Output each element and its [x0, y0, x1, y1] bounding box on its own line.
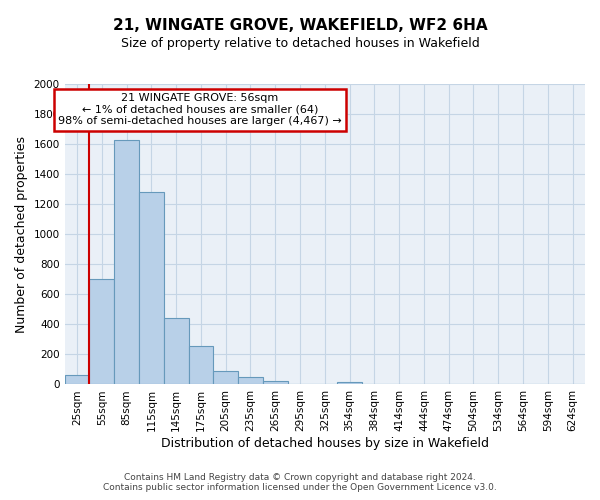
Text: 21 WINGATE GROVE: 56sqm
← 1% of detached houses are smaller (64)
98% of semi-det: 21 WINGATE GROVE: 56sqm ← 1% of detached…	[58, 93, 342, 126]
Bar	[89, 280, 114, 384]
Text: Contains public sector information licensed under the Open Government Licence v3: Contains public sector information licen…	[103, 484, 497, 492]
Bar	[214, 371, 238, 384]
Bar	[263, 380, 287, 384]
Bar	[337, 382, 362, 384]
Bar	[65, 374, 89, 384]
Bar	[114, 140, 139, 384]
Text: Size of property relative to detached houses in Wakefield: Size of property relative to detached ho…	[121, 38, 479, 51]
Text: Contains HM Land Registry data © Crown copyright and database right 2024.: Contains HM Land Registry data © Crown c…	[124, 474, 476, 482]
Text: 21, WINGATE GROVE, WAKEFIELD, WF2 6HA: 21, WINGATE GROVE, WAKEFIELD, WF2 6HA	[113, 18, 487, 32]
X-axis label: Distribution of detached houses by size in Wakefield: Distribution of detached houses by size …	[161, 437, 489, 450]
Bar	[164, 318, 188, 384]
Bar	[188, 346, 214, 385]
Bar	[238, 377, 263, 384]
Bar	[139, 192, 164, 384]
Y-axis label: Number of detached properties: Number of detached properties	[15, 136, 28, 332]
